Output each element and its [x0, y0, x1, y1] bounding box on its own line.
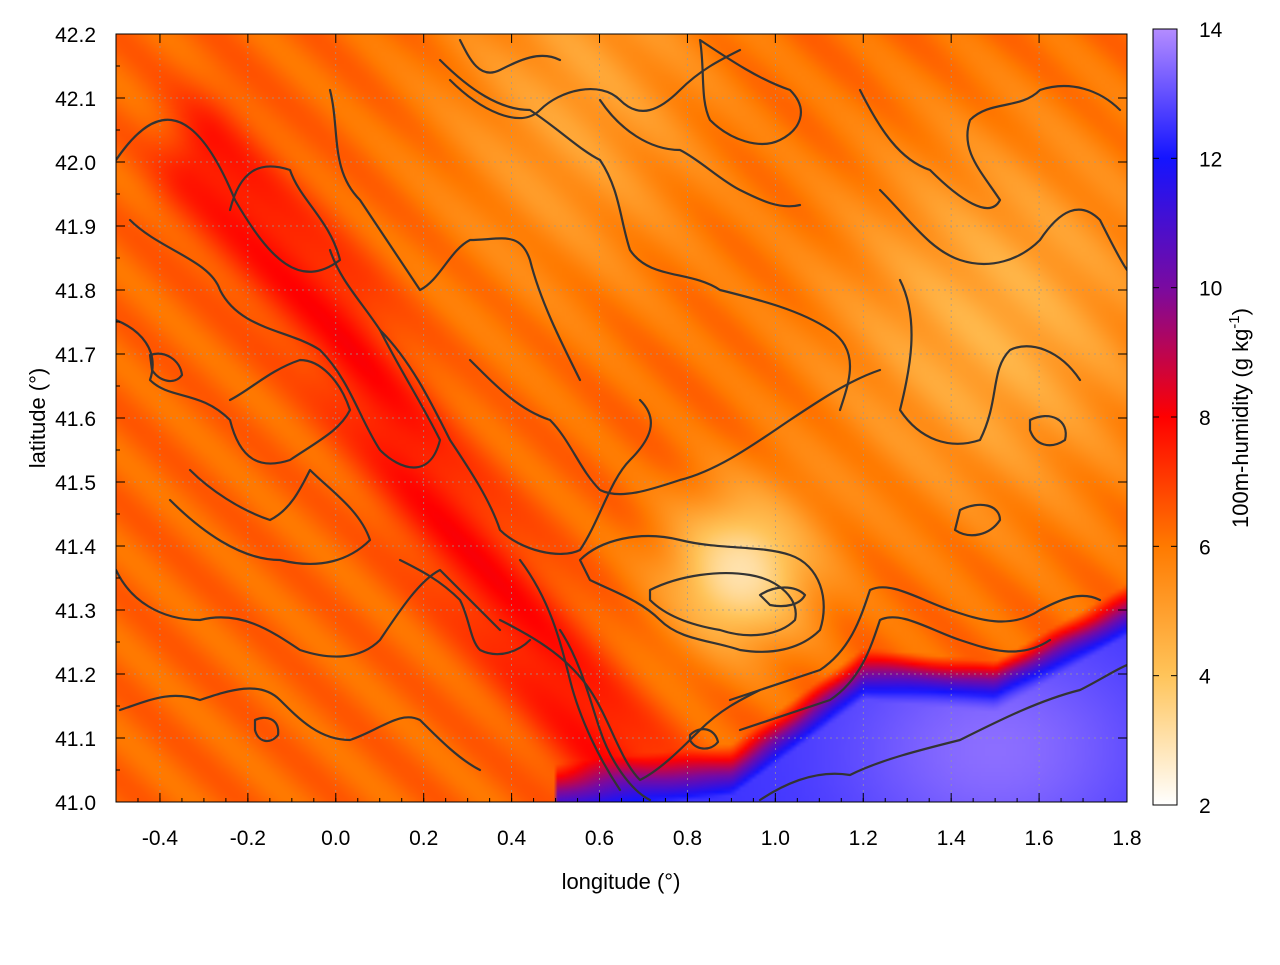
contour-line	[378, 328, 652, 555]
contour-lines	[116, 38, 1127, 802]
y-tick-label: 41.1	[55, 728, 96, 751]
x-axis-ticks: -0.4 -0.2 0.0 0.2 0.4 0.6 0.8 1.0 1.2 1.4 1.6 1.8	[115, 34, 1142, 850]
x-tick-label: 0.2	[409, 827, 438, 850]
x-tick-label: 1.2	[849, 827, 878, 850]
x-axis-label: longitude (°)	[562, 869, 681, 894]
contour-line	[898, 278, 1082, 445]
colorbar-label-close: )	[1228, 308, 1253, 315]
y-tick-label: 42.2	[55, 24, 96, 47]
y-tick-label: 41.7	[55, 344, 96, 367]
x-tick-label: 0.6	[585, 827, 614, 850]
contour-line	[253, 716, 280, 743]
x-tick-label: 1.8	[1112, 827, 1141, 850]
colorbar-tick-label: 8	[1199, 407, 1211, 430]
y-tick-label: 41.8	[55, 280, 96, 303]
y-tick-label: 41.3	[55, 600, 96, 623]
contour-line	[116, 568, 502, 658]
colorbar-ticks: 2 4 6 8 10 12 14	[1153, 19, 1223, 818]
contour-line	[116, 318, 352, 465]
colorbar-tick-label: 4	[1199, 666, 1211, 689]
y-axis-label: latitude (°)	[25, 368, 50, 469]
contour-line	[168, 468, 372, 566]
x-tick-label: 1.0	[761, 827, 790, 850]
contour-line	[758, 586, 807, 608]
contour-line	[738, 616, 1052, 732]
colorbar-label: 100m-humidity (g kg-1)	[1226, 308, 1253, 528]
contour-line	[688, 728, 720, 750]
contour-line	[558, 628, 652, 802]
contour-line	[518, 558, 622, 792]
contour-line	[458, 38, 562, 74]
contour-line	[598, 98, 802, 208]
y-tick-label: 41.2	[55, 664, 96, 687]
x-tick-label: -0.2	[230, 827, 266, 850]
x-tick-label: 1.4	[937, 827, 967, 850]
grid-lines	[116, 34, 1127, 802]
contour-line	[438, 58, 852, 412]
colorbar-label-sup: -1	[1226, 315, 1243, 328]
colorbar-tick-label: 2	[1199, 795, 1211, 818]
colorbar: 2 4 6 8 10 12 14 100m-humidity (g kg-1)	[1152, 19, 1253, 818]
colorbar-tick-label: 12	[1199, 148, 1222, 171]
contour-line	[148, 352, 184, 383]
y-tick-label: 41.4	[55, 536, 96, 559]
x-tick-label: 0.4	[497, 827, 527, 850]
y-tick-label: 41.5	[55, 472, 96, 495]
contour-line	[448, 48, 742, 120]
colorbar-tick-label: 10	[1199, 278, 1222, 301]
contour-line	[1028, 415, 1067, 447]
y-tick-label: 41.6	[55, 408, 96, 431]
colorbar-tick-label: 14	[1199, 19, 1223, 42]
contour-line	[648, 572, 797, 637]
x-tick-label: 0.8	[673, 827, 702, 850]
contour-line	[468, 358, 882, 496]
colorbar-tick-label: 6	[1199, 536, 1211, 559]
contour-line	[698, 38, 802, 145]
contour-line	[953, 503, 1002, 537]
x-tick-label: 1.6	[1024, 827, 1053, 850]
contour-line	[328, 88, 582, 382]
contour-line	[728, 586, 1102, 702]
contour-line	[878, 188, 1127, 272]
contour-line	[118, 687, 482, 772]
x-tick-label: 0.0	[321, 827, 350, 850]
contour-line	[758, 663, 1127, 802]
y-tick-label: 42.0	[55, 152, 96, 175]
y-axis-ticks: 41.0 41.1 41.2 41.3 41.4 41.5 41.6 41.7 41.8 41.9…	[55, 24, 1127, 815]
y-tick-label: 42.1	[55, 88, 96, 111]
contour-line	[398, 558, 532, 656]
contour-line	[578, 534, 825, 653]
y-tick-label: 41.9	[55, 216, 96, 239]
contour-line	[116, 118, 342, 273]
contour-line	[128, 218, 442, 469]
colorbar-label-main: 100m-humidity (g kg	[1228, 329, 1253, 528]
y-tick-label: 41.0	[55, 792, 96, 815]
contour-line	[858, 85, 1122, 210]
x-tick-label: -0.4	[142, 827, 179, 850]
